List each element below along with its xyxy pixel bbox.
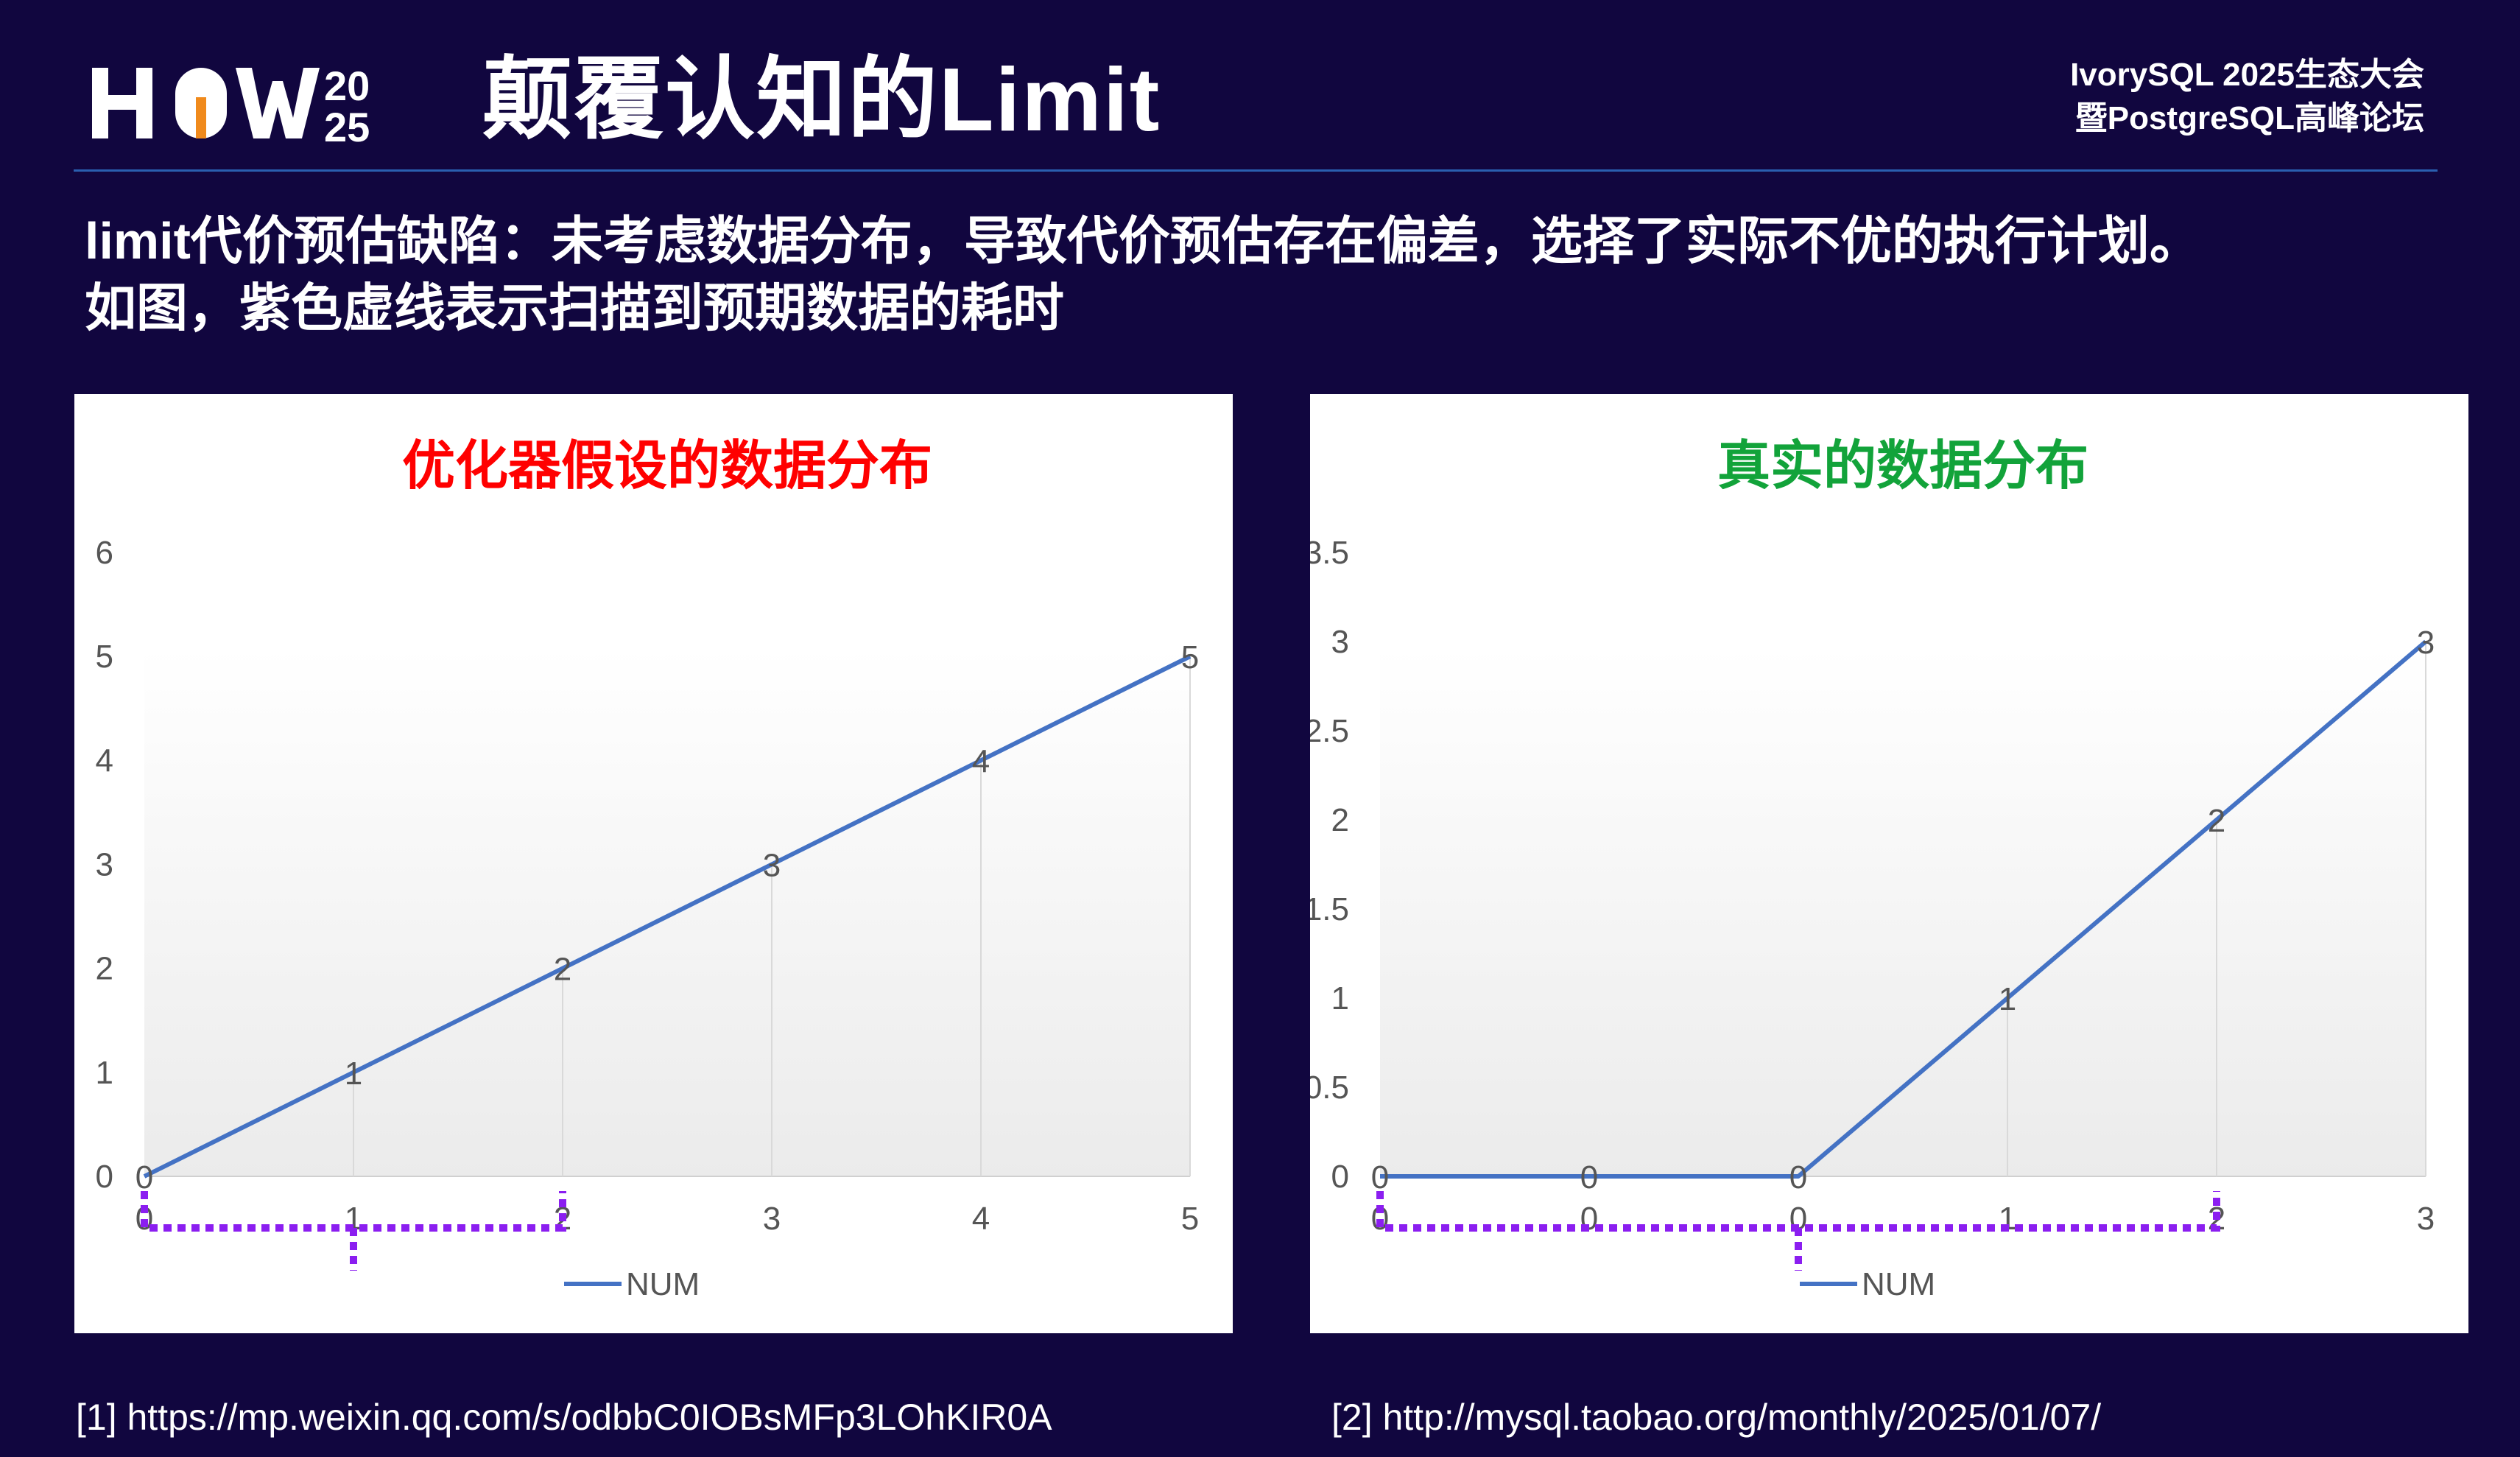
chart-panel-actual: 真实的数据分布 0 0.5 1 1.5 2 2.5 3 3.5 0 0 0 1 2 3 0 0 0 1 2 3 NUM [1310,394,2468,1333]
header-divider [74,169,2438,172]
purple-dashed-bracket [141,1191,566,1271]
data-label: 0 [1580,1159,1598,1196]
description-line-2: 如图，紫色虚线表示扫描到预期数据的耗时 [85,279,1064,337]
data-label: 0 [1371,1159,1389,1196]
y-tick-label: 1 [1331,980,1349,1017]
y-tick-label: 2.5 [1310,713,1349,749]
how2025-logo: 20 25 [92,63,370,150]
logo-year-bottom: 25 [324,104,370,150]
data-label: 0 [1789,1159,1807,1196]
logo-year-top: 20 [324,63,370,109]
y-tick-label: 6 [96,535,113,571]
y-tick-label: 0 [96,1159,113,1195]
reference-1[interactable]: [1] https://mp.weixin.qq.com/s/odbbC0IOB… [76,1397,1052,1438]
x-tick-label: 5 [1181,1201,1199,1237]
data-label: 3 [2417,625,2435,661]
legend-label: NUM [1862,1266,1935,1302]
data-label: 4 [972,743,990,779]
chart-title: 真实的数据分布 [1717,437,2088,496]
plot-area [1380,648,2426,1176]
event-line-1: IvorySQL 2025生态大会 [2070,57,2424,93]
legend-label: NUM [626,1266,700,1302]
data-label: 1 [345,1056,362,1092]
x-tick-label: 3 [763,1201,781,1237]
y-tick-label: 4 [96,742,113,779]
data-label: 5 [1181,639,1199,675]
reference-2[interactable]: [2] http://mysql.taobao.org/monthly/2025… [1331,1397,2102,1438]
data-label: 3 [763,848,781,884]
y-tick-label: 3 [1331,624,1349,660]
data-label: 1 [1999,981,2016,1017]
legend: NUM [1800,1266,1935,1302]
data-label: 2 [554,952,571,988]
y-tick-label: 3 [96,847,113,883]
y-tick-label: 0.5 [1310,1070,1349,1106]
page-title: 颠覆认知的Limit [482,49,1161,150]
chart-title: 优化器假设的数据分布 [402,437,932,496]
description-line-1: limit代价预估缺陷：未考虑数据分布，导致代价预估存在偏差，选择了实际不优的执… [85,212,2201,270]
event-name: IvorySQL 2025生态大会 暨PostgreSQL高峰论坛 [2070,53,2424,141]
chart-panel-assumed: 优化器假设的数据分布 0 1 2 3 4 5 6 0 1 2 3 4 5 0 1 2 3 4 5 NUM [74,394,1233,1333]
x-tick-label: 4 [972,1201,990,1237]
y-tick-label: 3.5 [1310,535,1349,571]
series-line-num [143,654,1192,1179]
data-label: 0 [135,1159,153,1196]
y-tick-label: 2 [1331,802,1349,838]
y-tick-label: 0 [1331,1159,1349,1195]
y-tick-label: 1 [96,1055,113,1091]
x-tick-label: 3 [2417,1201,2435,1237]
y-tick-label: 5 [96,639,113,675]
y-tick-label: 2 [96,951,113,987]
series-line-num [1380,639,2427,1179]
legend: NUM [564,1266,700,1302]
event-line-2: 暨PostgreSQL高峰论坛 [2074,100,2424,137]
data-label: 2 [2208,803,2225,839]
purple-dashed-bracket [1376,1191,2220,1271]
y-tick-label: 1.5 [1310,891,1349,927]
description: limit代价预估缺陷：未考虑数据分布，导致代价预估存在偏差，选择了实际不优的执… [85,208,2201,342]
